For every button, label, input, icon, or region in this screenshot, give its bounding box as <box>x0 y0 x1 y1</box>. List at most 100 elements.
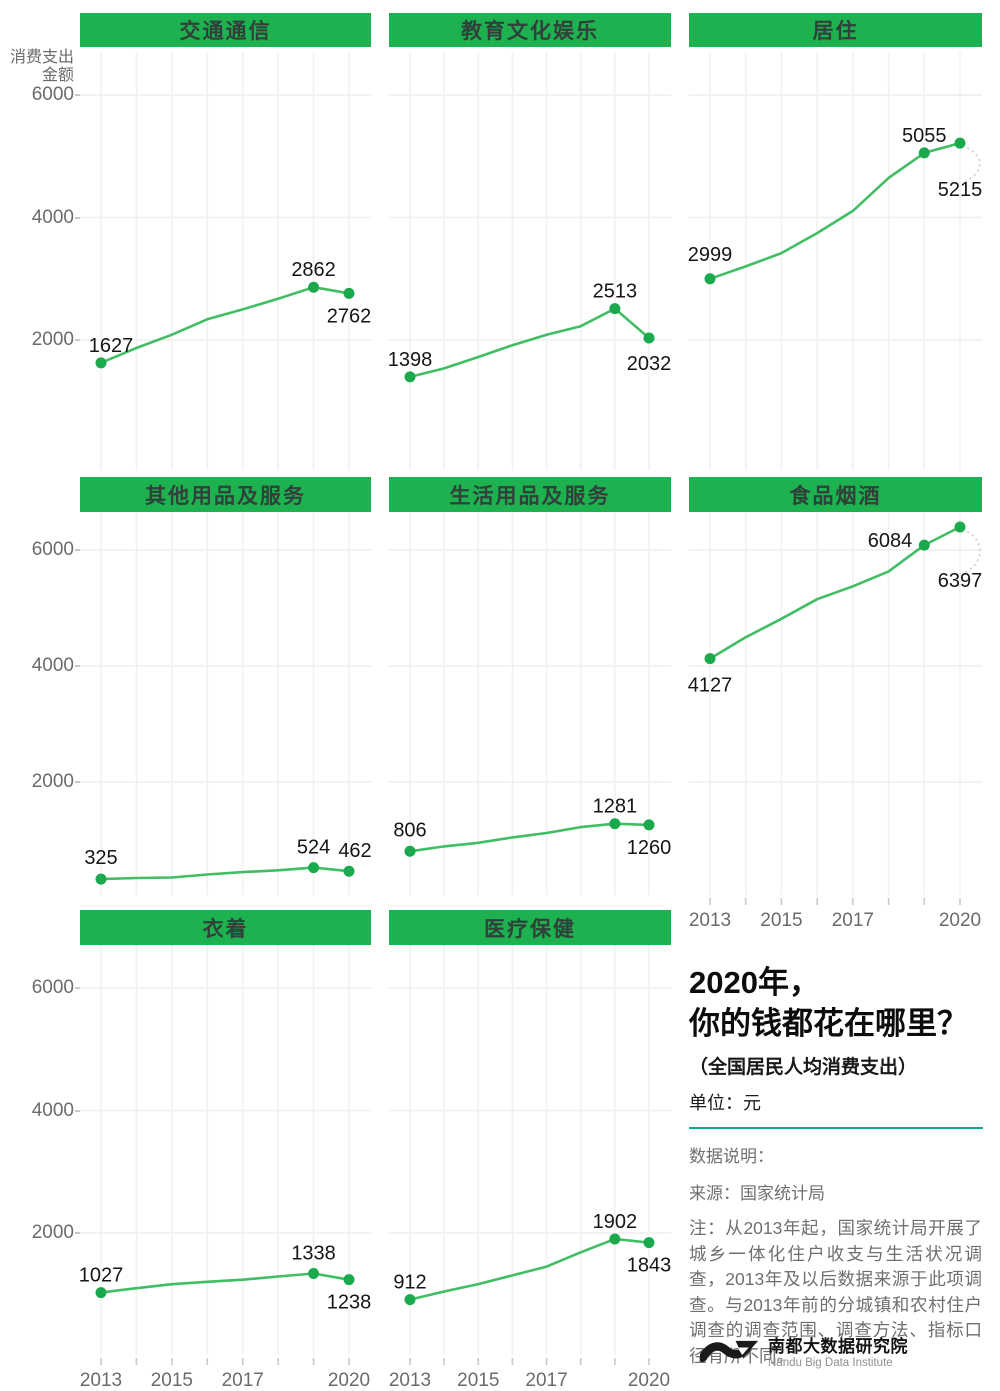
data-point <box>643 332 655 344</box>
x-tick-label: 2020 <box>628 1370 670 1391</box>
y-tick-label: 6000 <box>31 977 74 998</box>
panel-title: 生活用品及服务 <box>389 477 671 512</box>
y-tick-label: 6000 <box>31 539 74 560</box>
logo-name-cn: 南都大数据研究院 <box>768 1337 908 1356</box>
data-point <box>609 303 621 315</box>
x-tick-label: 2017 <box>525 1370 567 1391</box>
data-point <box>643 1237 655 1249</box>
data-point-label: 1260 <box>627 837 672 859</box>
data-point-label: 1027 <box>79 1265 124 1287</box>
data-point <box>343 865 355 877</box>
chart-panel: 1627 2862 2762 <box>80 52 371 470</box>
data-point-label: 524 <box>297 837 330 859</box>
logo-name-en: Nandu Big Data Institute <box>768 1357 893 1369</box>
x-tick-label: 2013 <box>689 910 731 931</box>
y-axis-title-line2: 金额 <box>41 67 74 84</box>
data-point-label: 2862 <box>291 259 336 281</box>
y-tick-mark <box>75 781 80 783</box>
data-point <box>609 818 621 830</box>
y-tick-mark <box>75 549 80 551</box>
panel-title: 衣着 <box>80 910 371 945</box>
data-point <box>404 371 416 383</box>
y-tick-mark <box>75 1232 80 1234</box>
x-tick-label: 2015 <box>760 910 802 931</box>
data-point-label: 1627 <box>89 335 134 357</box>
panel-title: 教育文化娱乐 <box>389 13 671 47</box>
data-point <box>954 521 966 533</box>
x-tick-label: 2013 <box>80 1370 122 1391</box>
data-point <box>95 1287 107 1299</box>
data-point <box>343 287 355 299</box>
data-point-label: 4127 <box>688 675 733 697</box>
x-tick-label: 2015 <box>151 1370 193 1391</box>
data-point <box>704 653 716 665</box>
x-tick-label: 2020 <box>328 1370 370 1391</box>
panel-title: 其他用品及服务 <box>80 477 371 512</box>
page-title: 2020年， 你的钱都花在哪里？ <box>689 962 989 1044</box>
data-notes: 数据说明： 来源：国家统计局 注：从2013年起，国家统计局开展了城乡一体化住户… <box>689 1142 982 1369</box>
y-tick-label: 4000 <box>31 1099 74 1121</box>
data-point-label: 462 <box>338 840 371 862</box>
data-point <box>704 273 716 285</box>
data-point-label: 5215 <box>938 179 983 201</box>
data-point-label: 5055 <box>902 125 947 147</box>
data-point-label: 1902 <box>593 1211 638 1233</box>
notes-body: 注：从2013年起，国家统计局开展了城乡一体化住户收支与生活状况调查，2013年… <box>689 1218 982 1366</box>
y-axis-title-line1: 消费支出 <box>9 49 74 66</box>
x-axis: 2013 2015 2017 2020 <box>389 1358 670 1391</box>
chart-panel: 4127 6084 6397 <box>688 512 983 895</box>
page-subtitle: （全国居民人均消费支出） <box>689 1057 918 1078</box>
panel-title: 医疗保健 <box>389 910 671 945</box>
x-tick-label: 2017 <box>222 1370 264 1391</box>
y-tick-mark <box>75 987 80 989</box>
y-tick-mark <box>75 216 80 219</box>
x-tick-label: 2017 <box>832 910 874 931</box>
data-point-label: 1843 <box>627 1255 672 1277</box>
unit-label: 单位：元 <box>689 1093 761 1113</box>
data-point <box>404 1294 416 1306</box>
data-point <box>609 1233 621 1245</box>
y-tick-mark <box>75 339 80 341</box>
data-point <box>918 147 930 159</box>
data-point <box>404 845 416 857</box>
title-block: 2020年， 你的钱都花在哪里？ （全国居民人均消费支出） 单位：元 <box>689 962 989 1129</box>
data-point-label: 1281 <box>593 796 638 818</box>
wave-logo-icon <box>700 1340 759 1362</box>
data-point <box>308 1268 320 1280</box>
y-tick-label: 2000 <box>31 329 74 350</box>
x-tick-label: 2020 <box>939 910 981 931</box>
panel-title: 交通通信 <box>80 13 371 47</box>
data-point-label: 2032 <box>627 353 672 375</box>
data-point-label: 325 <box>84 847 117 869</box>
x-tick-label: 2015 <box>457 1370 499 1391</box>
page-title-line1: 2020年， <box>689 965 820 1000</box>
data-point <box>343 1274 355 1286</box>
panel-title: 食品烟酒 <box>689 477 982 512</box>
chart-panel: 1027 1338 1238 <box>79 945 372 1355</box>
y-tick-label: 2000 <box>31 771 74 792</box>
data-point-label: 2999 <box>688 244 733 266</box>
data-point-label: 2762 <box>327 305 372 327</box>
chart-panel: 806 1281 1260 <box>389 512 671 895</box>
notes-source: 来源：国家统计局 <box>689 1184 825 1203</box>
y-axis-title: 消费支出 金额 <box>0 49 74 85</box>
data-point-label: 6084 <box>868 530 913 552</box>
chart-panel: 912 1902 1843 <box>389 945 671 1355</box>
y-tick-label: 4000 <box>31 206 74 228</box>
panel-title: 居住 <box>689 13 982 47</box>
data-point <box>954 137 966 149</box>
chart-panel: 1398 2513 2032 <box>388 52 672 470</box>
data-point-label: 2513 <box>593 281 638 303</box>
data-point-label: 912 <box>393 1272 426 1294</box>
divider-rule <box>689 1127 983 1129</box>
data-point-label: 6397 <box>938 570 983 592</box>
data-point-label: 806 <box>393 819 426 841</box>
data-point <box>95 873 107 885</box>
y-tick-mark <box>75 665 80 667</box>
notes-heading: 数据说明： <box>689 1147 774 1166</box>
org-logo: 南都大数据研究院 Nandu Big Data Institute <box>700 1337 908 1371</box>
logo-text: 南都大数据研究院 Nandu Big Data Institute <box>768 1337 908 1371</box>
page-title-line2: 你的钱都花在哪里？ <box>689 1006 968 1041</box>
data-point-label: 1238 <box>327 1292 372 1314</box>
